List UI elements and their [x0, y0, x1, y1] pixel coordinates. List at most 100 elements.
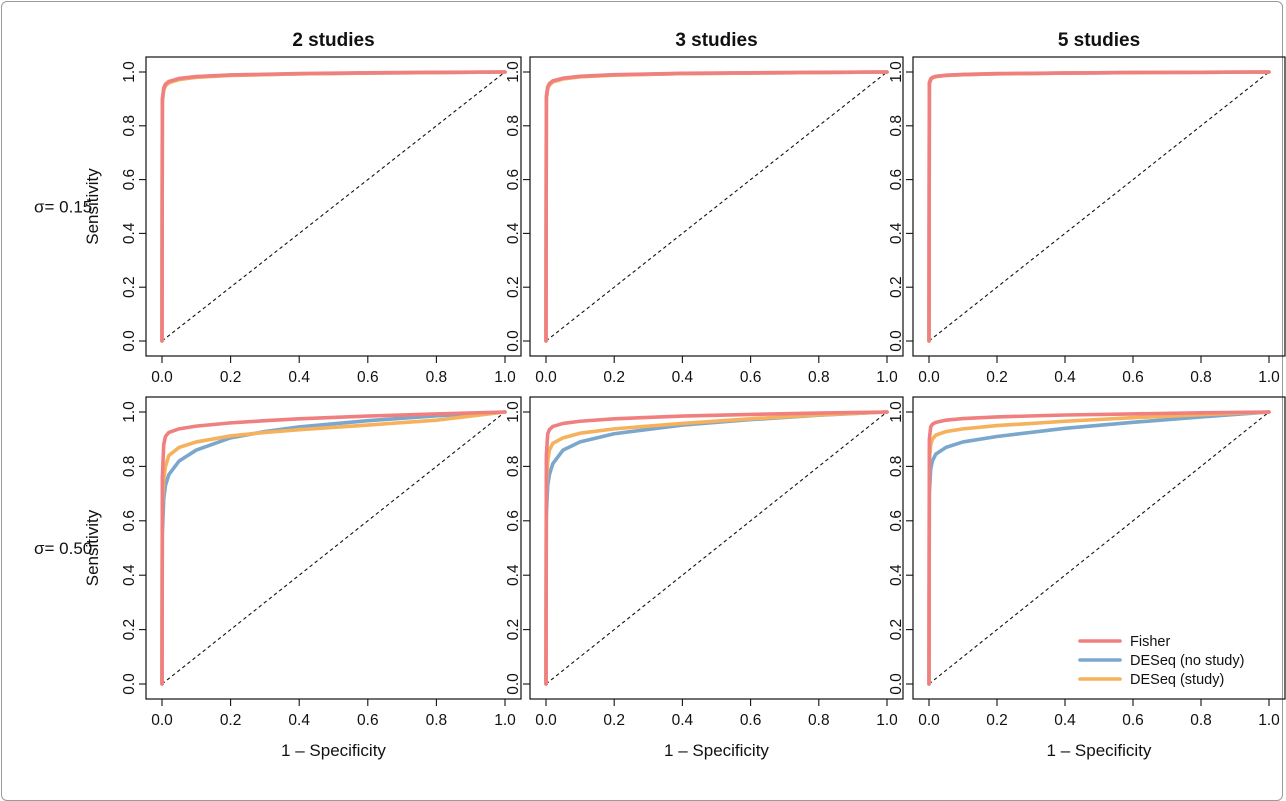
x-tick-label: 0.2	[220, 369, 242, 386]
plot-frame	[145, 56, 522, 357]
diagonal-reference-line	[161, 411, 506, 685]
y-tick-label: 1.0	[505, 401, 522, 423]
y-tick-label: 0.2	[888, 276, 905, 298]
y-tick-label: 1.0	[888, 401, 905, 423]
y-tick-label: 0.8	[888, 115, 905, 137]
plot-frame	[145, 396, 522, 700]
y-tick-label: 0.8	[505, 456, 522, 478]
plot-frame	[529, 56, 904, 357]
column-title: 3 studies	[675, 30, 757, 51]
x-tick-label: 0.2	[603, 712, 625, 729]
y-tick-label: 0.6	[888, 510, 905, 532]
x-tick-label: 1.0	[494, 712, 516, 729]
diagonal-reference-line	[545, 71, 888, 342]
y-tick-label: 0.8	[121, 115, 138, 137]
x-tick-label: 0.0	[535, 369, 557, 386]
x-tick-label: 0.4	[288, 712, 310, 729]
x-tick-label: 0.6	[357, 369, 379, 386]
x-tick-label: 0.6	[1122, 369, 1144, 386]
x-tick-label: 0.6	[357, 712, 379, 729]
x-tick-label: 1.0	[1258, 369, 1280, 386]
x-tick-label: 0.4	[672, 369, 694, 386]
y-tick-label: 0.2	[121, 619, 138, 641]
diagonal-reference-line	[928, 411, 1270, 685]
roc-curve-fisher	[160, 70, 507, 343]
panel-1-1: 0.0 0.2 0.4 0.6 0.8 1.0 0.0 0.2 0.4 0.6 0.8 1.0 Sens…	[83, 56, 522, 386]
x-tick-label: 0.2	[986, 369, 1008, 386]
x-axis-label: 1 – Specificity	[281, 741, 386, 760]
x-tick-label: 0.4	[1054, 369, 1076, 386]
y-tick-label: 0.2	[888, 619, 905, 641]
x-tick-label: 0.2	[603, 369, 625, 386]
row-label: σ= 0.15	[34, 198, 92, 217]
x-tick-label: 0.8	[808, 712, 830, 729]
x-tick-label: 0.8	[426, 712, 448, 729]
x-tick-label: 1.0	[876, 369, 898, 386]
legend-label: DESeq (study)	[1130, 672, 1224, 688]
roc-curve-fisher	[544, 70, 889, 343]
legend-label: DESeq (no study)	[1130, 653, 1244, 669]
x-tick-label: 0.0	[918, 369, 940, 386]
y-tick-label: 0.4	[121, 222, 138, 244]
legend: Fisher DESeq (no study) DESeq (study)	[1078, 634, 1244, 688]
x-tick-label: 0.2	[220, 712, 242, 729]
y-axis-label: Sensitivity	[83, 168, 102, 245]
x-tick-label: 0.6	[740, 369, 762, 386]
y-tick-label: 0.0	[888, 330, 905, 352]
y-tick-label: 0.2	[505, 619, 522, 641]
diagonal-reference-line	[928, 71, 1270, 342]
x-tick-label: 0.2	[986, 712, 1008, 729]
y-tick-label: 0.4	[888, 564, 905, 586]
panel-1-3: 0.0 0.2 0.4 0.6 0.8 1.0 0.0 0.2 0.4 0.6 0.8 1.0	[888, 56, 1286, 386]
x-tick-label: 1.0	[1258, 712, 1280, 729]
roc-curve-fisher	[927, 70, 1271, 343]
x-tick-label: 0.0	[151, 369, 173, 386]
y-tick-label: 1.0	[888, 61, 905, 83]
panel-2-2: 0.0 0.2 0.4 0.6 0.8 1.0 0.0 0.2 0.4 0.6 0.8 1.0 1 – …	[505, 396, 904, 760]
y-tick-label: 0.4	[505, 222, 522, 244]
roc-curve-fisher	[927, 410, 1271, 686]
y-tick-label: 0.8	[505, 115, 522, 137]
x-tick-label: 0.4	[1054, 712, 1076, 729]
panel-2-3: 0.0 0.2 0.4 0.6 0.8 1.0 0.0 0.2 0.4 0.6 0.8 1.0 1 – …	[888, 396, 1286, 760]
plot-frame	[912, 396, 1286, 700]
row-label: σ= 0.50	[34, 539, 92, 558]
y-tick-label: 0.4	[505, 564, 522, 586]
x-tick-label: 0.6	[1122, 712, 1144, 729]
roc-curve-fisher	[160, 410, 507, 686]
y-tick-label: 0.2	[121, 276, 138, 298]
y-tick-label: 0.0	[505, 673, 522, 695]
x-tick-label: 0.6	[740, 712, 762, 729]
y-tick-label: 0.8	[121, 456, 138, 478]
y-tick-label: 0.6	[505, 169, 522, 191]
x-tick-label: 0.8	[1190, 712, 1212, 729]
y-tick-label: 0.4	[888, 222, 905, 244]
x-tick-label: 0.0	[918, 712, 940, 729]
y-tick-label: 0.0	[121, 673, 138, 695]
y-tick-label: 0.6	[121, 510, 138, 532]
y-tick-label: 0.6	[505, 510, 522, 532]
column-title: 2 studies	[292, 30, 374, 51]
y-tick-label: 0.0	[121, 330, 138, 352]
diagonal-reference-line	[545, 411, 888, 685]
roc-curve-fisher	[544, 410, 889, 686]
y-axis-label: Sensitivity	[83, 509, 102, 586]
y-tick-label: 1.0	[121, 61, 138, 83]
y-tick-label: 1.0	[505, 61, 522, 83]
roc-figure: 2 studies 3 studies 5 studies σ= 0.15 σ= 0.5…	[34, 30, 1286, 760]
plot-frame	[529, 396, 904, 700]
x-tick-label: 0.0	[535, 712, 557, 729]
x-tick-label: 0.8	[808, 369, 830, 386]
y-tick-label: 0.0	[888, 673, 905, 695]
x-tick-label: 1.0	[494, 369, 516, 386]
x-tick-label: 0.8	[426, 369, 448, 386]
y-tick-label: 0.6	[121, 169, 138, 191]
panel-2-1: 0.0 0.2 0.4 0.6 0.8 1.0 0.0 0.2 0.4 0.6 0.8 1.0 Sens…	[83, 396, 522, 760]
plot-frame	[912, 56, 1286, 357]
legend-label: Fisher	[1130, 634, 1170, 650]
column-title: 5 studies	[1058, 30, 1140, 51]
x-tick-label: 0.8	[1190, 369, 1212, 386]
x-tick-label: 0.4	[288, 369, 310, 386]
y-tick-label: 0.0	[505, 330, 522, 352]
panel-1-2: 0.0 0.2 0.4 0.6 0.8 1.0 0.0 0.2 0.4 0.6 0.8 1.0	[505, 56, 904, 386]
